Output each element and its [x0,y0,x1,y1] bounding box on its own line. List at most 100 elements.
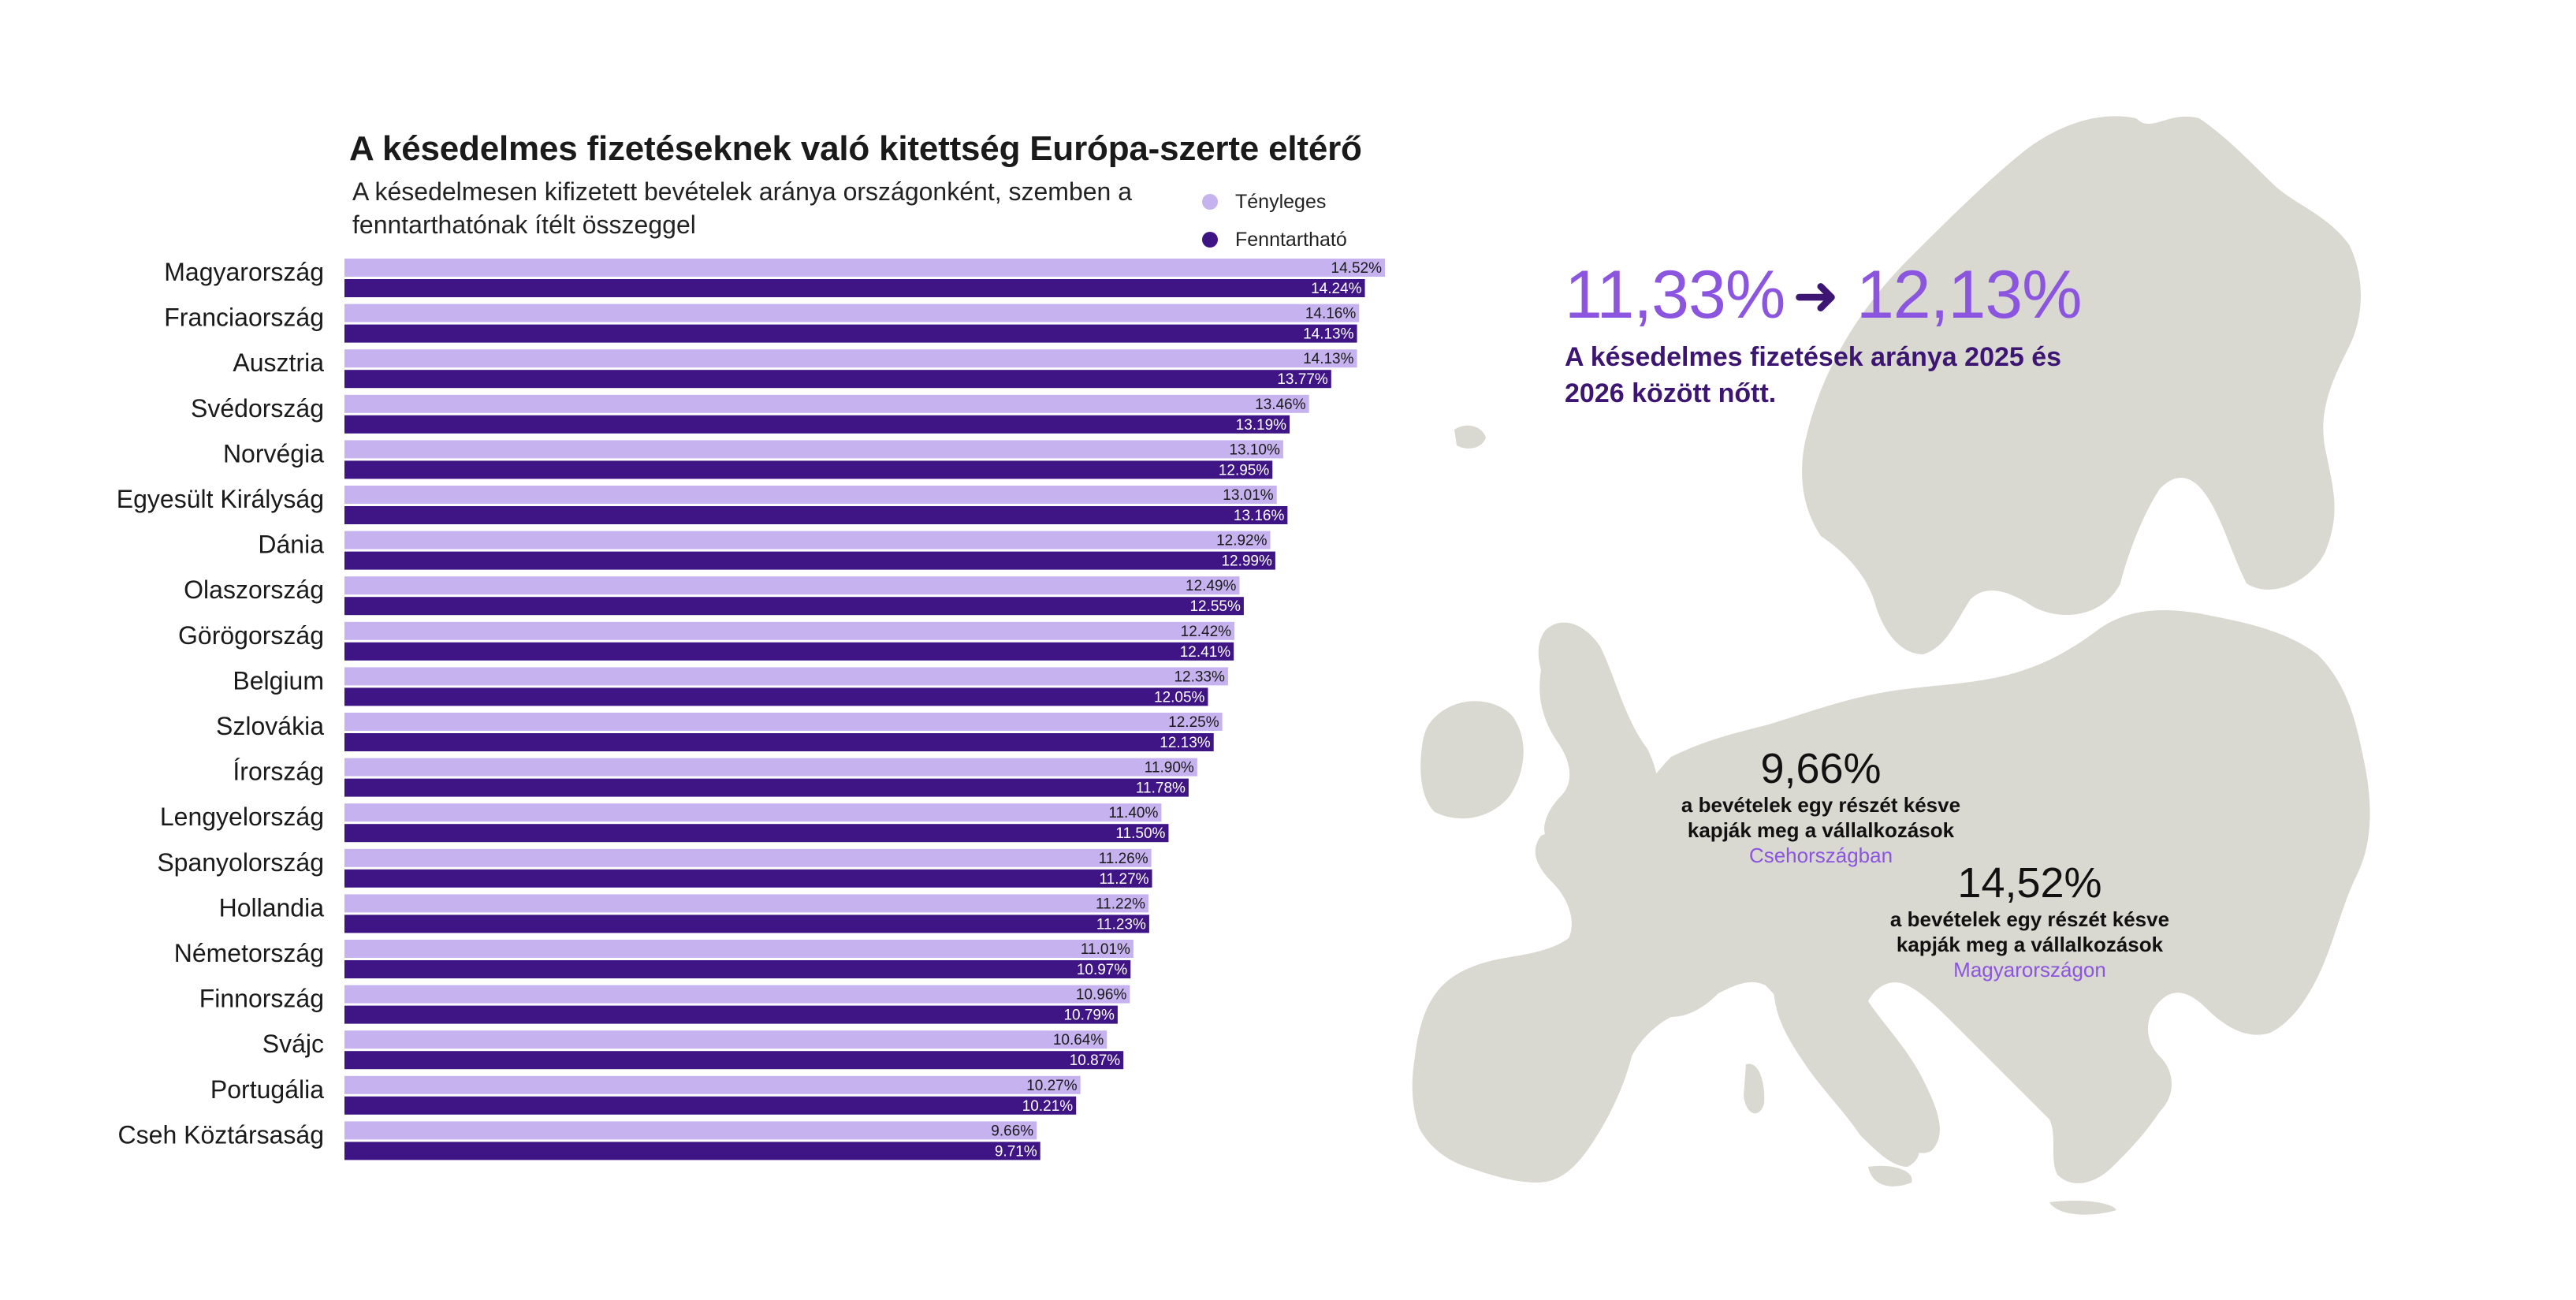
chart-title: A késedelmes fizetéseknek való kitettség… [349,129,1362,168]
bar-sustainable [344,370,1331,389]
value-label-actual: 12.25% [1168,714,1219,731]
value-label-sustainable: 10.21% [1022,1098,1074,1115]
bar-sustainable [344,1051,1124,1070]
value-label-actual: 12.33% [1174,669,1225,685]
continental-europe-shape [1412,610,2370,1183]
value-label-sustainable: 12.99% [1221,553,1272,570]
bar-sustainable [344,415,1290,434]
value-label-actual: 11.01% [1081,941,1130,958]
callout-czech-line2: kapják meg a vállalkozások [1687,818,1955,842]
value-label-actual: 12.42% [1181,624,1232,640]
value-label-sustainable: 12.41% [1180,644,1231,661]
bar-sustainable [344,1142,1040,1160]
italy-shape [1774,985,1919,1167]
bar-sustainable [344,960,1131,978]
category-label: Svájc [262,1030,324,1058]
bar-actual [344,440,1283,459]
bar-actual [344,486,1277,504]
chart-subtitle: A késedelmesen kifizetett bevételek arán… [352,177,1133,239]
bar-sustainable [344,597,1244,616]
ireland-shape [1420,701,1524,819]
bar-sustainable [344,1005,1118,1024]
bar-actual [344,713,1223,731]
value-label-sustainable: 11.23% [1096,916,1146,933]
scandinavia-shape [1802,116,2361,655]
bar-actual [344,394,1309,413]
value-label-actual: 13.10% [1229,441,1280,458]
value-label-sustainable: 10.97% [1077,962,1128,978]
bar-actual [344,848,1152,867]
kpi-from-value: 11,33% [1565,257,1785,333]
bar-sustainable [344,778,1189,797]
value-label-sustainable: 12.05% [1154,689,1205,706]
callout-hungary-line2: kapják meg a vállalkozások [1896,933,2164,956]
legend-label-actual: Tényleges [1235,190,1327,213]
bar-sustainable [344,824,1169,843]
category-label: Finnország [199,985,324,1013]
category-label: Lengyelország [160,803,324,831]
value-label-sustainable: 11.50% [1115,825,1165,842]
value-label-actual: 11.40% [1108,805,1158,821]
value-label-actual: 10.27% [1026,1078,1078,1094]
crete-shape [2049,1201,2116,1215]
value-label-sustainable: 9.71% [995,1143,1037,1160]
bar-actual [344,576,1240,595]
great-britain-shape [1538,622,1658,844]
legend-swatch-sustainable [1202,232,1218,248]
kpi-to-value: 12,13% [1856,257,2083,333]
callout-hungary-line1: a bevételek egy részét késve [1889,907,2170,931]
callout-czech: 9,66% a bevételek egy részét késve kapjá… [1647,745,1994,868]
category-label: Írország [233,758,324,786]
bar-actual [344,1121,1037,1140]
bar-sustainable [344,551,1275,570]
bar-actual [344,894,1148,913]
value-label-actual: 14.13% [1303,351,1354,367]
value-label-actual: 14.52% [1331,260,1383,277]
sicily-shape [1868,1165,1912,1186]
category-label: Görögország [178,621,324,650]
value-label-sustainable: 13.19% [1236,417,1287,434]
category-label: Norvégia [223,439,324,467]
value-label-sustainable: 11.27% [1100,871,1149,888]
value-label-actual: 9.66% [991,1123,1033,1139]
category-label: Portugália [210,1075,324,1104]
sardinia-shape [1744,1063,1765,1114]
value-label-sustainable: 10.87% [1070,1052,1121,1069]
bar-sustainable [344,506,1288,524]
value-label-actual: 13.46% [1255,397,1306,413]
value-label-sustainable: 14.13% [1303,326,1354,343]
value-label-actual: 10.64% [1053,1032,1104,1049]
bar-sustainable [344,733,1214,751]
callout-hungary-country: Magyarországon [1953,958,2106,982]
bar-sustainable [344,914,1149,933]
value-label-actual: 11.26% [1099,851,1148,867]
arrow-right-icon: ➜ [1792,264,1839,326]
category-label: Ausztria [233,348,324,377]
bar-actual [344,985,1130,1004]
bar-sustainable [344,324,1357,343]
category-label: Németország [174,939,324,967]
europe-landmass [1412,116,2370,1215]
value-label-sustainable: 13.77% [1277,371,1328,388]
category-label: Franciaország [164,304,324,332]
bar-sustainable [344,279,1365,297]
value-label-sustainable: 11.78% [1136,780,1186,797]
bar-actual [344,940,1134,958]
value-label-sustainable: 12.95% [1219,462,1270,479]
bar-actual [344,349,1357,368]
island-shape [1454,425,1486,449]
legend: Tényleges Fenntartható [1202,183,1347,259]
legend-swatch-actual [1202,194,1218,210]
value-label-sustainable: 12.13% [1160,735,1211,751]
bar-sustainable [344,869,1152,888]
category-label: Egyesült Királyság [117,485,324,513]
callout-hungary-value: 14,52% [1957,859,2102,907]
category-label: Svédország [191,394,324,423]
bar-actual [344,1075,1081,1094]
bar-actual [344,758,1197,777]
value-label-actual: 12.92% [1216,533,1268,549]
value-label-actual: 14.16% [1305,306,1357,322]
legend-label-sustainable: Fenntartható [1235,228,1347,251]
legend-item-actual: Tényleges [1202,183,1347,221]
